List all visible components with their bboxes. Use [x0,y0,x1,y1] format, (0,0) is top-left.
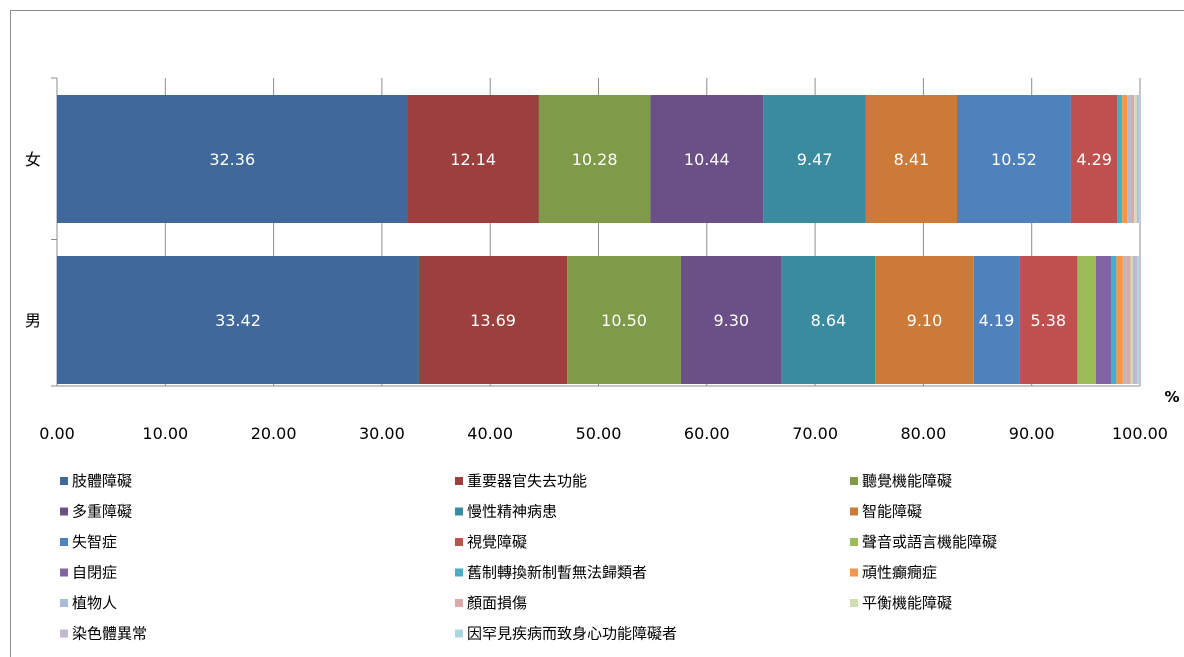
legend-swatch [850,477,858,485]
legend-label: 慢性精神病患 [467,503,557,521]
x-tick-label: 100.00 [1112,424,1168,443]
x-tick-label: 70.00 [792,424,838,443]
legend-swatch [850,538,858,546]
legend-label: 植物人 [72,594,117,612]
unit-label: % [1164,388,1179,406]
data-label: 10.52 [991,150,1037,169]
bar-segment [1127,95,1131,223]
data-label: 9.10 [907,311,943,330]
legend-swatch [455,538,463,546]
bar-segment [1116,256,1123,384]
legend-label: 失智症 [72,533,117,551]
legend-swatch [60,507,68,516]
legend-label: 頑性癲癇症 [862,564,937,582]
legend-label: 智能障礙 [862,503,922,521]
bar-segment [407,95,539,223]
legend-label: 顏面損傷 [467,594,527,612]
category-label: 男 [25,311,41,330]
data-label: 8.41 [894,150,930,169]
bar-segment [1019,256,1078,384]
legend-swatch [850,599,858,607]
bar-segment [1095,256,1111,384]
data-label: 9.47 [797,150,833,169]
bar-segment [1122,95,1128,223]
data-label: 32.36 [209,150,255,169]
x-tick-label: 80.00 [900,424,946,443]
x-tick-label: 20.00 [251,424,297,443]
legend-swatch [60,599,68,607]
x-tick-label: 30.00 [359,424,405,443]
category-label: 女 [25,150,41,169]
legend-label: 聽覺機能障礙 [862,472,952,490]
bar-segment [865,95,957,223]
bar-segment [567,256,681,384]
legend-label: 重要器官失去功能 [467,472,587,490]
legend-swatch [455,507,463,516]
legend-swatch [850,507,858,516]
legend-label: 視覺障礙 [467,533,527,551]
bar-segment [1132,256,1137,384]
data-label: 8.64 [811,311,847,330]
legend-swatch [455,477,463,485]
x-tick-label: 60.00 [684,424,730,443]
legend-swatch [60,568,68,577]
bar-segment [680,256,782,384]
bar-segment [1077,256,1096,384]
legend-label: 自閉症 [72,564,117,582]
data-label: 4.19 [979,311,1015,330]
x-tick-label: 10.00 [142,424,188,443]
legend-label: 多重障礙 [72,503,132,521]
legend-swatch [60,629,68,638]
bar-segment [781,256,876,384]
x-tick-label: 90.00 [1009,424,1055,443]
bar-segment [1070,95,1118,223]
legend-swatch [60,477,68,485]
legend-swatch [455,599,463,607]
bar-segment [763,95,866,223]
legend-swatch [455,568,463,577]
bar-segment [875,256,974,384]
legend-swatch [60,538,68,546]
data-label: 4.29 [1076,150,1112,169]
legend-label: 染色體異常 [72,625,147,643]
bar-segment [418,256,568,384]
bar-segment [1138,95,1140,223]
x-tick-label: 50.00 [576,424,622,443]
data-label: 33.42 [215,311,261,330]
data-label: 10.28 [572,150,618,169]
data-label: 9.30 [713,311,749,330]
legend-swatch [455,629,463,638]
bar-segment [1110,256,1117,384]
legend-label: 舊制轉換新制暫無法歸類者 [467,564,647,582]
data-label: 5.38 [1030,311,1066,330]
bar-segment [1126,256,1131,384]
bar-segment [1136,95,1139,223]
legend-label: 平衡機能障礙 [862,594,952,612]
legend-label: 因罕見疾病而致身心功能障礙者 [467,625,677,643]
bar-segment [538,95,651,223]
x-tick-label: 0.00 [39,424,75,443]
chart-frame [10,10,1184,657]
legend-label: 聲音或語言機能障礙 [862,533,997,551]
x-tick-label: 40.00 [467,424,513,443]
legend-swatch [850,568,858,577]
bar-segment [650,95,764,223]
bar-segment [1117,95,1123,223]
data-label: 13.69 [470,311,516,330]
bar-segment [57,95,408,223]
data-label: 10.44 [684,150,730,169]
bar-segment [1130,256,1133,384]
bar-segment [1130,95,1135,223]
bar-segment [973,256,1020,384]
legend-label: 肢體障礙 [72,472,132,490]
data-label: 12.14 [450,150,496,169]
bar-segment [956,95,1071,223]
bar-segment [1122,256,1127,384]
data-label: 10.50 [601,311,647,330]
bar-segment [1134,95,1137,223]
bar-segment [57,256,419,384]
bar-segment [1136,256,1139,384]
